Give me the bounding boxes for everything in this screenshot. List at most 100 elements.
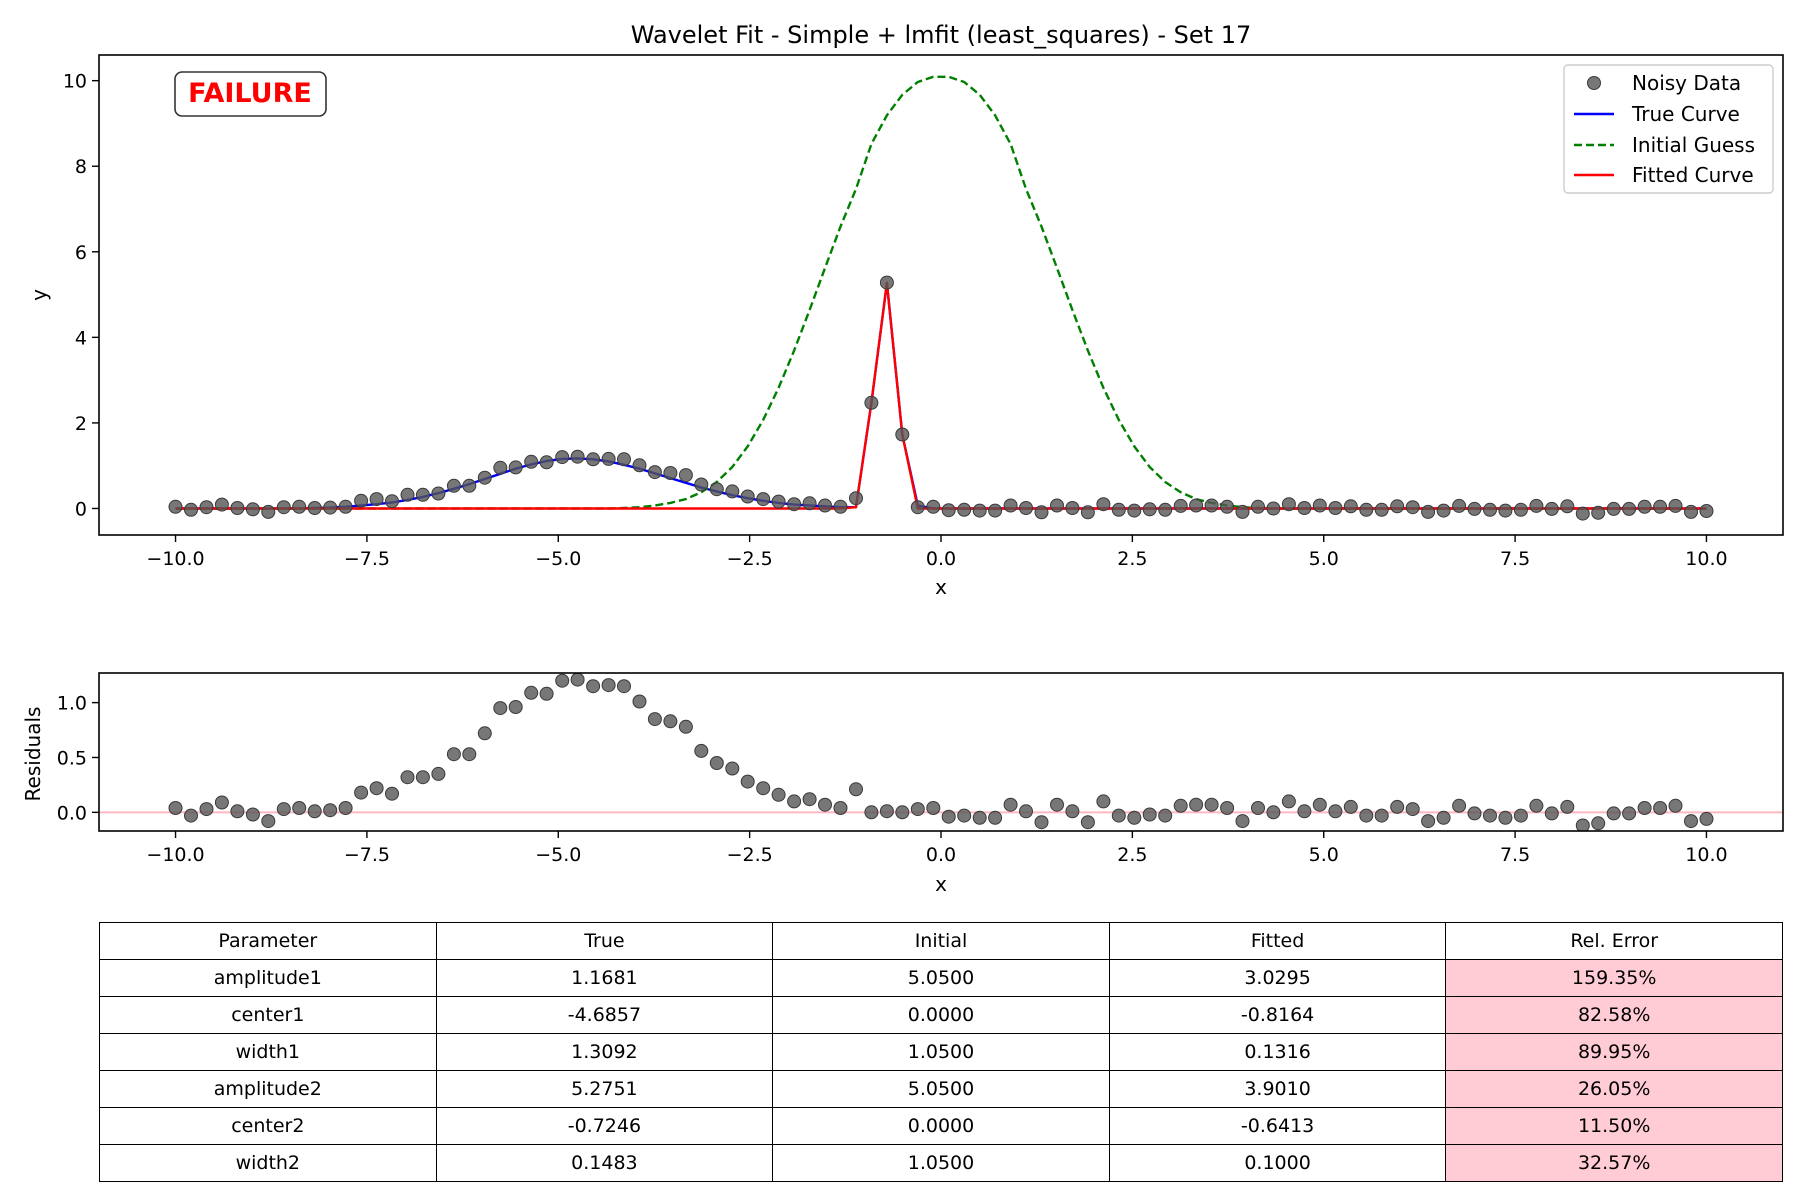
noisy-data-point xyxy=(184,502,198,517)
noisy-data-point xyxy=(1699,504,1714,518)
residual-point xyxy=(477,726,492,741)
noisy-data-point xyxy=(740,489,755,504)
noisy-data-point xyxy=(1189,498,1204,513)
noisy-data-point xyxy=(276,500,291,515)
residual-point xyxy=(601,678,616,693)
residual-point xyxy=(725,761,740,776)
residuals-y-tick-label: 1.0 xyxy=(57,693,87,715)
table-cell: 3.0295 xyxy=(1108,959,1447,997)
residual-point xyxy=(895,805,910,820)
main-x-tick-label: 10.0 xyxy=(1685,548,1727,570)
main-y-tick-label: 4 xyxy=(75,327,87,349)
noisy-data-point xyxy=(849,491,863,506)
residual-point xyxy=(941,809,956,824)
noisy-data-point xyxy=(1653,499,1668,514)
table-cell: amplitude1 xyxy=(99,959,437,997)
noisy-data-point xyxy=(1019,501,1033,515)
table-row: amplitude1 1.1681 5.0500 3.0295 159.35% xyxy=(99,959,1783,997)
residuals-x-tick-label: −10.0 xyxy=(146,844,204,866)
noisy-data-point xyxy=(524,454,539,469)
residual-point xyxy=(1142,807,1157,822)
residual-point xyxy=(462,747,477,762)
residual-point xyxy=(1359,808,1374,823)
noisy-data-point xyxy=(245,502,260,517)
noisy-data-point xyxy=(1513,502,1528,517)
noisy-data-point xyxy=(431,486,446,501)
noisy-data-point xyxy=(338,499,353,514)
residual-point xyxy=(1529,798,1544,813)
noisy-data-point xyxy=(818,498,832,513)
table-cell: -0.6413 xyxy=(1108,1107,1447,1145)
rel-error-cell: 11.50% xyxy=(1445,1107,1783,1145)
main-x-tick-label: −2.5 xyxy=(727,548,773,570)
series-initial-guess-line xyxy=(175,75,1707,510)
noisy-data-point xyxy=(678,468,693,483)
table-cell: -0.8164 xyxy=(1108,996,1447,1034)
residual-point xyxy=(184,808,198,823)
residual-point xyxy=(524,685,539,700)
residual-point xyxy=(1158,808,1173,823)
noisy-data-point xyxy=(1452,498,1467,513)
residual-point xyxy=(539,686,554,701)
noisy-data-point xyxy=(1266,501,1281,516)
noisy-data-point xyxy=(1483,502,1497,517)
rel-error-cell: 89.95% xyxy=(1445,1033,1783,1071)
main-y-tick-label: 2 xyxy=(75,413,87,435)
table-header-row: Parameter True Initial Fitted Rel. Error xyxy=(99,922,1783,960)
noisy-data-point xyxy=(555,450,570,465)
noisy-data-point xyxy=(539,455,554,470)
table-header-cell: Fitted xyxy=(1108,922,1447,960)
residual-point xyxy=(1328,804,1343,819)
main-y-axis-label: y xyxy=(27,289,51,301)
residual-point xyxy=(1436,810,1451,825)
residual-point xyxy=(261,814,276,829)
noisy-data-point xyxy=(1065,501,1080,515)
residual-point xyxy=(586,679,601,694)
rel-error-cell: 82.58% xyxy=(1445,996,1783,1034)
noisy-data-point xyxy=(1622,501,1637,516)
table-row: width1 1.3092 1.0500 0.1316 89.95% xyxy=(99,1033,1783,1071)
failure-badge: FAILURE xyxy=(174,71,327,117)
noisy-data-point xyxy=(879,275,894,290)
table-cell: 0.0000 xyxy=(772,996,1110,1034)
residual-point xyxy=(1405,802,1420,817)
residual-point xyxy=(369,781,384,796)
residual-point xyxy=(1452,798,1467,813)
table-cell: 0.1000 xyxy=(1108,1144,1447,1182)
residual-point xyxy=(617,679,631,694)
residual-point xyxy=(1096,794,1111,809)
noisy-data-point xyxy=(1050,498,1064,513)
table-cell: 0.0000 xyxy=(772,1107,1110,1145)
residual-point xyxy=(1111,808,1126,823)
noisy-data-point xyxy=(709,482,724,497)
noisy-data-point xyxy=(1390,499,1405,514)
table-cell: 1.0500 xyxy=(772,1033,1110,1071)
noisy-data-point xyxy=(694,477,709,492)
residual-point xyxy=(1065,804,1080,819)
residual-point xyxy=(1421,814,1436,829)
table-cell: center2 xyxy=(99,1107,437,1145)
residual-point xyxy=(864,805,879,820)
noisy-data-point xyxy=(756,492,771,507)
residual-point xyxy=(431,766,446,781)
noisy-data-point xyxy=(1251,499,1265,514)
noisy-data-point xyxy=(214,497,229,512)
residual-point xyxy=(1653,801,1668,815)
residual-point xyxy=(647,712,662,727)
table-cell: 1.3092 xyxy=(435,1033,774,1071)
residual-point xyxy=(1668,798,1683,813)
residual-point xyxy=(1297,804,1312,819)
main-x-tick-label: 0.0 xyxy=(926,548,956,570)
residual-point xyxy=(446,747,461,762)
residual-point xyxy=(385,786,399,801)
legend-initial-guess-label: Initial Guess xyxy=(1632,133,1755,157)
noisy-data-point xyxy=(1142,502,1157,517)
noisy-data-point xyxy=(957,502,972,517)
residual-point xyxy=(818,797,832,812)
noisy-data-point xyxy=(1637,499,1652,514)
residual-point xyxy=(879,804,894,819)
noisy-data-point xyxy=(1684,504,1698,519)
noisy-data-point xyxy=(1173,498,1188,513)
noisy-data-point xyxy=(1591,505,1606,520)
table-cell: 5.2751 xyxy=(435,1070,774,1108)
